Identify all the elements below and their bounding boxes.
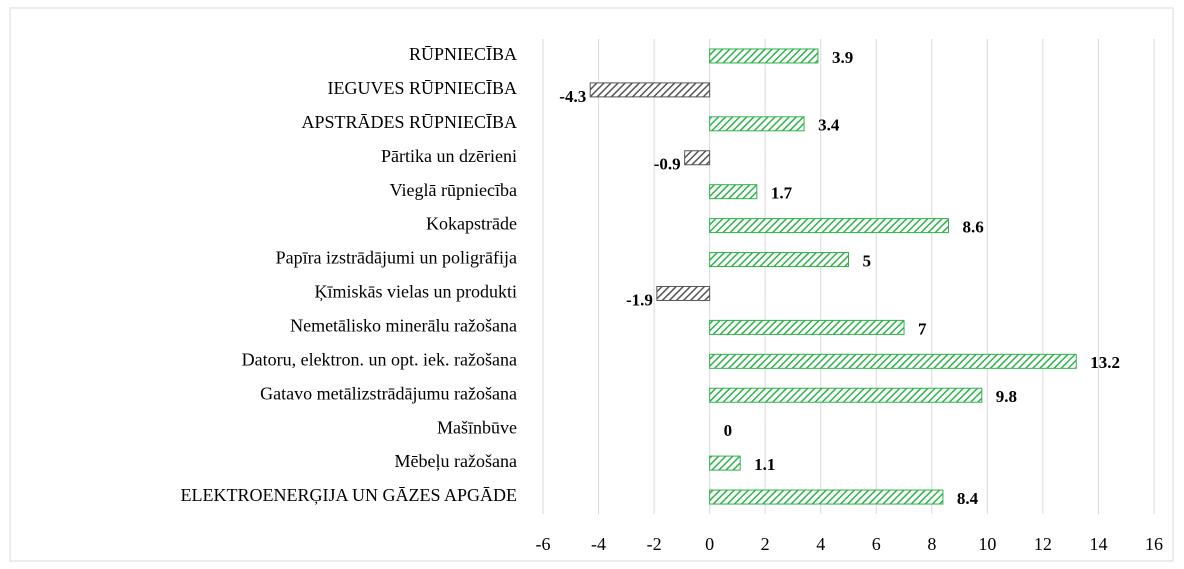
category-label: IEGUVES RŪPNIECĪBA (327, 78, 517, 98)
category-label: Nemetālisko minerālu ražošana (290, 316, 517, 336)
bar (709, 353, 1077, 369)
value-label: -0.9 (654, 155, 681, 174)
bar (656, 285, 711, 301)
category-label: Vieglā rūpniecība (390, 180, 517, 200)
category-label: RŪPNIECĪBA (409, 44, 517, 64)
x-tick-label: 2 (761, 534, 770, 554)
value-label: 8.6 (962, 218, 983, 237)
bar (709, 489, 944, 505)
chart-border (9, 7, 1174, 562)
value-label: 5 (863, 251, 872, 270)
value-label: 7 (918, 319, 927, 338)
category-label: Mēbeļu ražošana (395, 451, 517, 471)
bar (709, 218, 949, 234)
category-label: APSTRĀDES RŪPNIECĪBA (301, 112, 517, 132)
x-tick-label: 0 (705, 534, 714, 554)
bar (709, 48, 819, 64)
x-tick-label: -4 (591, 534, 606, 554)
bar (684, 150, 711, 166)
category-label: Ķīmiskās vielas un produkti (315, 282, 517, 302)
value-label: 1.7 (771, 184, 793, 203)
bar (709, 184, 758, 200)
category-label: Gatavo metālizstrādājumu ražošana (260, 383, 517, 403)
category-label: Mašīnbūve (437, 417, 517, 437)
bar (709, 455, 741, 471)
category-label: Kokapstrāde (426, 214, 517, 234)
value-label: -1.9 (626, 290, 653, 309)
value-label: 9.8 (996, 387, 1017, 406)
category-label: Datoru, elektron. un opt. iek. ražošana (242, 349, 517, 369)
bar (709, 319, 905, 335)
x-tick-label: 6 (872, 534, 881, 554)
value-label: 0 (724, 421, 733, 440)
category-label: Pārtika un dzērieni (381, 146, 517, 166)
bar (589, 82, 711, 98)
x-tick-label: -6 (536, 534, 551, 554)
value-label: 13.2 (1090, 353, 1120, 372)
category-label: Papīra izstrādājumi un poligrāfija (276, 248, 517, 268)
x-tick-label: 14 (1089, 534, 1107, 554)
x-tick-label: 16 (1145, 534, 1163, 554)
value-label: 1.1 (754, 455, 775, 474)
x-tick-label: 4 (816, 534, 825, 554)
value-label: 8.4 (957, 489, 979, 508)
category-label: ELEKTROENERĢIJA UN GĀZES APGĀDE (181, 485, 518, 505)
value-label: 3.4 (818, 116, 840, 135)
x-tick-label: 10 (978, 534, 996, 554)
bar (709, 387, 983, 403)
x-tick-label: 12 (1034, 534, 1052, 554)
x-tick-label: 8 (927, 534, 936, 554)
bar (709, 252, 849, 268)
value-label: 3.9 (832, 48, 853, 67)
x-tick-label: -2 (647, 534, 662, 554)
value-label: -4.3 (559, 87, 586, 106)
bar (709, 116, 805, 132)
